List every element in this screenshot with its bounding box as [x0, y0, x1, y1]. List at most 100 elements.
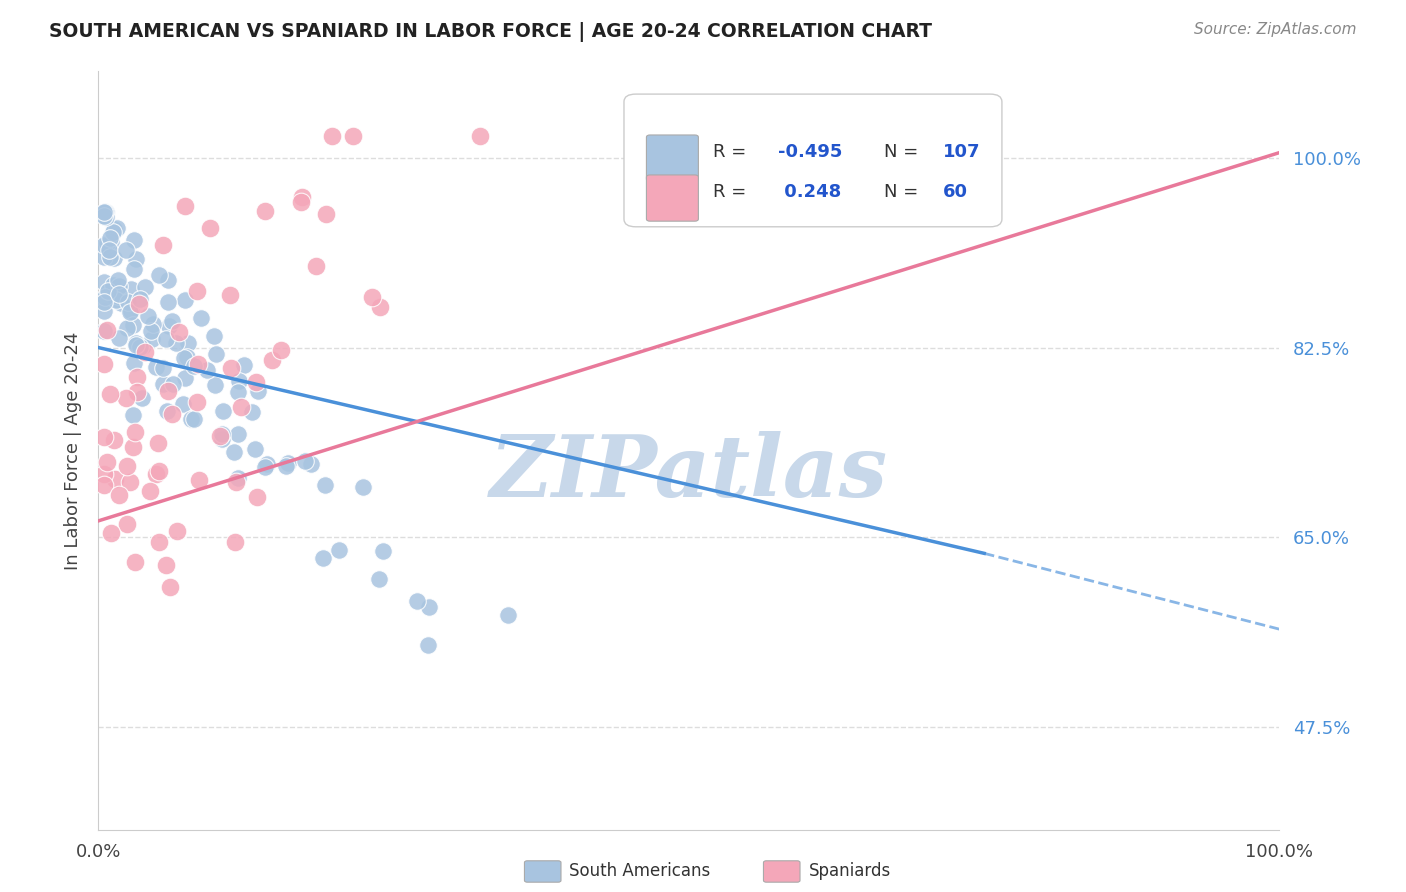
- Point: [254, 204, 277, 219]
- Point: [468, 129, 491, 144]
- Point: [157, 384, 180, 398]
- Point: [290, 194, 312, 209]
- Point: [121, 318, 143, 333]
- Text: SOUTH AMERICAN VS SPANIARD IN LABOR FORCE | AGE 20-24 CORRELATION CHART: SOUTH AMERICAN VS SPANIARD IN LABOR FORC…: [49, 22, 932, 42]
- Point: [125, 370, 148, 384]
- Point: [94, 205, 117, 219]
- Point: [211, 426, 233, 441]
- Point: [97, 284, 120, 298]
- Point: [110, 296, 132, 310]
- FancyBboxPatch shape: [647, 175, 699, 221]
- Point: [122, 356, 145, 370]
- Point: [93, 209, 115, 223]
- Point: [167, 326, 190, 340]
- Point: [211, 432, 233, 446]
- Point: [132, 339, 155, 353]
- Point: [231, 400, 253, 414]
- Point: [120, 303, 142, 318]
- Point: [131, 391, 153, 405]
- Point: [93, 477, 115, 491]
- Point: [155, 332, 177, 346]
- Point: [173, 370, 195, 384]
- Point: [148, 464, 170, 478]
- Point: [361, 290, 384, 304]
- Point: [107, 273, 129, 287]
- Point: [96, 323, 118, 337]
- Text: R =: R =: [713, 183, 752, 202]
- Point: [162, 377, 184, 392]
- Point: [98, 244, 121, 258]
- Point: [155, 558, 177, 573]
- Point: [93, 294, 115, 309]
- Point: [226, 471, 249, 485]
- Point: [96, 236, 118, 251]
- Point: [172, 397, 194, 411]
- Point: [100, 235, 122, 249]
- Point: [117, 295, 139, 310]
- Point: [368, 572, 391, 586]
- Point: [202, 329, 225, 343]
- Point: [107, 289, 129, 303]
- Point: [406, 594, 429, 608]
- Text: -0.495: -0.495: [778, 144, 842, 161]
- Point: [180, 411, 202, 425]
- Point: [142, 317, 165, 331]
- Point: [101, 226, 124, 240]
- Point: [124, 338, 146, 352]
- Point: [174, 293, 197, 308]
- Point: [256, 457, 278, 471]
- Text: 107: 107: [943, 144, 980, 161]
- Point: [270, 343, 292, 357]
- Point: [138, 309, 160, 323]
- Point: [276, 459, 298, 474]
- Point: [204, 378, 226, 392]
- Point: [128, 296, 150, 310]
- FancyBboxPatch shape: [647, 135, 699, 181]
- Point: [186, 284, 208, 298]
- Point: [177, 336, 200, 351]
- Point: [120, 282, 142, 296]
- Point: [115, 321, 138, 335]
- Point: [418, 639, 440, 653]
- Point: [321, 129, 343, 144]
- Point: [190, 310, 212, 325]
- Point: [103, 472, 125, 486]
- Point: [93, 304, 115, 318]
- Point: [118, 475, 141, 489]
- Point: [243, 442, 266, 457]
- Point: [222, 445, 245, 459]
- Point: [93, 357, 115, 371]
- Point: [93, 324, 115, 338]
- Point: [108, 279, 131, 293]
- Point: [224, 535, 246, 549]
- Point: [145, 360, 167, 375]
- Point: [159, 580, 181, 594]
- Point: [240, 405, 263, 419]
- Point: [156, 272, 179, 286]
- Point: [93, 275, 115, 289]
- Point: [101, 277, 124, 292]
- Point: [129, 292, 152, 306]
- Point: [368, 300, 391, 314]
- Point: [108, 331, 131, 345]
- Point: [98, 387, 121, 401]
- Point: [218, 288, 240, 302]
- Point: [305, 259, 328, 273]
- Point: [93, 238, 115, 252]
- Text: N =: N =: [884, 144, 924, 161]
- Point: [93, 205, 115, 219]
- Point: [254, 459, 277, 474]
- Point: [124, 425, 146, 440]
- Point: [353, 480, 375, 494]
- Point: [117, 516, 139, 531]
- Point: [187, 357, 209, 371]
- Point: [118, 305, 141, 319]
- Point: [342, 129, 364, 144]
- Text: 0.248: 0.248: [778, 183, 841, 202]
- Point: [157, 295, 180, 310]
- Point: [105, 220, 128, 235]
- Point: [183, 412, 205, 426]
- Point: [211, 404, 233, 418]
- Point: [247, 384, 270, 398]
- Point: [96, 455, 118, 469]
